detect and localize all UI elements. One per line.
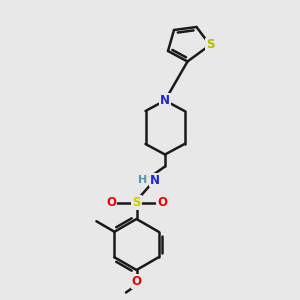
- Text: O: O: [157, 196, 167, 209]
- Text: O: O: [106, 196, 116, 209]
- Text: N: N: [149, 173, 160, 187]
- Text: S: S: [206, 38, 214, 52]
- Text: N: N: [160, 94, 170, 107]
- Text: O: O: [131, 275, 142, 288]
- Text: H: H: [138, 175, 147, 185]
- Text: S: S: [132, 196, 141, 209]
